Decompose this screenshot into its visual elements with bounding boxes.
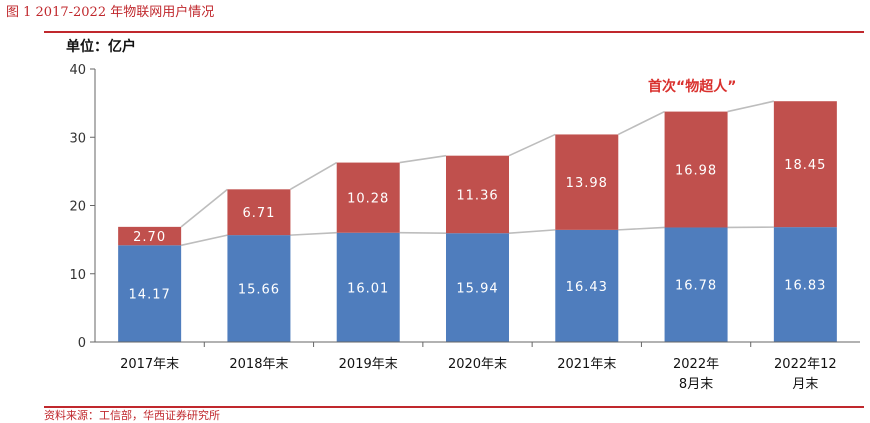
data-label-lower: 15.66: [238, 283, 280, 298]
connector-line-upper: [400, 156, 446, 163]
connector-line-upper: [618, 112, 664, 135]
connector-line-upper: [290, 163, 336, 190]
x-tick-label: 2021年末: [557, 357, 616, 372]
connector-line-lower: [509, 230, 555, 233]
data-label-upper: 13.98: [566, 176, 608, 191]
data-label-upper: 10.28: [347, 192, 389, 207]
data-label-lower: 14.17: [129, 288, 171, 303]
data-label-upper: 16.98: [675, 164, 717, 179]
data-label-lower: 15.94: [456, 282, 498, 297]
connector-line-upper: [728, 101, 774, 111]
connector-line-lower: [618, 227, 664, 229]
connector-line-lower: [290, 233, 336, 235]
data-label-lower: 16.78: [675, 279, 717, 294]
data-label-upper: 11.36: [456, 188, 498, 203]
data-label-lower: 16.83: [784, 279, 826, 294]
y-unit-label: 单位：亿户: [66, 38, 136, 55]
y-tick-label: 40: [69, 63, 86, 78]
y-tick-label: 10: [69, 268, 86, 283]
data-label-upper: 18.45: [784, 158, 826, 173]
connector-line-lower: [181, 235, 227, 245]
x-tick-label: 2017年末: [120, 357, 179, 372]
data-label-lower: 16.43: [566, 280, 608, 295]
connector-line-upper: [181, 189, 227, 227]
source-note: 资料来源：工信部，华西证券研究所: [44, 407, 220, 423]
y-tick-label: 20: [69, 200, 86, 215]
x-tick-label: 2019年末: [339, 357, 398, 372]
y-tick-label: 0: [78, 336, 86, 351]
annotation-label: 首次“物超人”: [648, 78, 736, 95]
data-label-lower: 16.01: [347, 281, 389, 296]
data-label-upper: 2.70: [133, 230, 166, 245]
x-tick-label: 2020年末: [448, 357, 507, 372]
bar-group: [118, 101, 837, 342]
connector-line-upper: [509, 134, 555, 155]
y-tick-label: 30: [69, 131, 86, 146]
x-tick-label: 2018年末: [229, 357, 288, 372]
data-label-upper: 6.71: [242, 206, 275, 221]
